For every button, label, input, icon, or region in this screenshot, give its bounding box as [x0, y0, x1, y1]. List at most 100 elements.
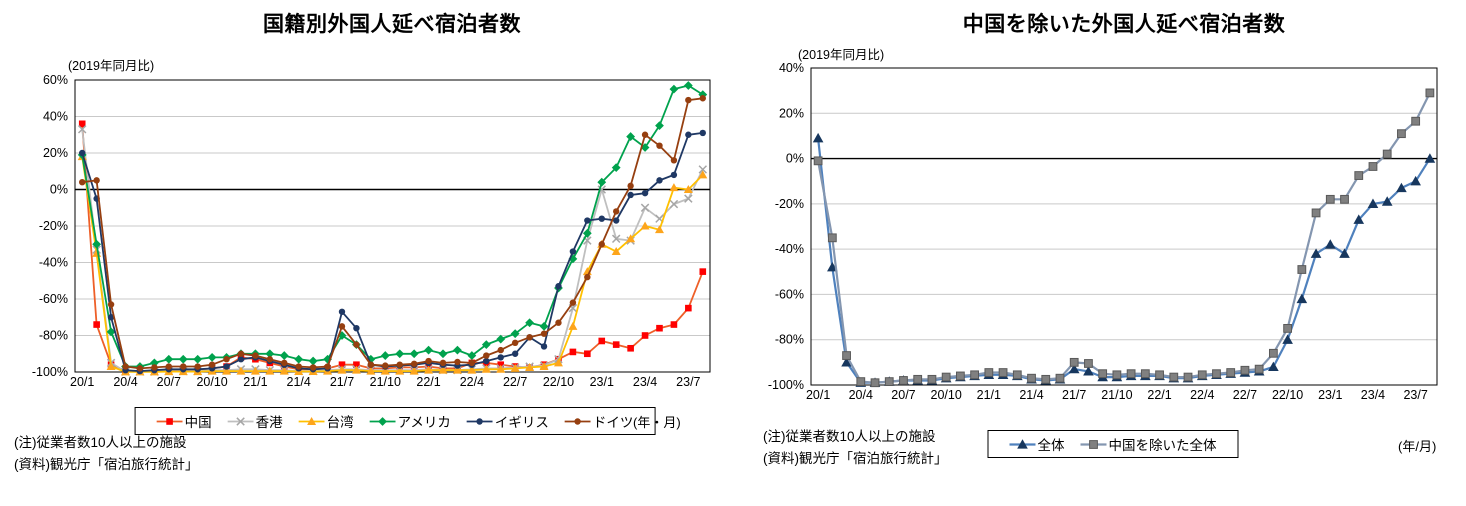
x-tick-label: 21/1: [243, 375, 267, 389]
series-marker: [122, 363, 129, 370]
legend-item-0: 全体: [1009, 434, 1065, 454]
series-marker: [425, 357, 432, 365]
legend-label: 香港: [255, 415, 283, 430]
series-marker: [467, 351, 477, 360]
series-marker: [685, 131, 692, 138]
series-marker: [337, 365, 347, 374]
x-tick-label: 22/10: [1272, 388, 1303, 402]
series-marker: [382, 362, 389, 369]
series-marker: [1027, 373, 1036, 383]
series-marker: [353, 341, 360, 348]
series-marker: [641, 131, 649, 138]
series-marker: [1297, 265, 1307, 274]
series-marker: [598, 241, 605, 248]
series-marker: [641, 189, 649, 197]
series-marker: [378, 416, 387, 426]
series-marker: [237, 350, 245, 357]
series-marker: [812, 132, 824, 143]
series-marker: [941, 372, 951, 382]
y-tick-label: 0%: [50, 183, 68, 197]
series-marker: [476, 417, 484, 425]
series-marker: [612, 208, 620, 215]
x-tick-label: 22/4: [460, 375, 484, 389]
series-marker: [669, 84, 679, 94]
series-marker: [827, 233, 837, 243]
y-tick-label: 0%: [786, 152, 804, 166]
series-marker: [309, 364, 317, 371]
series-marker: [1354, 171, 1364, 180]
series-marker: [454, 358, 461, 366]
series-marker: [337, 331, 347, 340]
series-marker: [236, 416, 245, 426]
series-marker: [584, 217, 591, 224]
series-marker: [955, 371, 965, 381]
series-marker: [511, 350, 519, 357]
x-tick-label: 20/10: [931, 388, 962, 402]
y-tick-label: -60%: [775, 287, 804, 301]
legend-marker-icon: [156, 417, 183, 425]
series-marker: [1069, 357, 1079, 367]
series-marker: [698, 165, 708, 174]
series-marker: [641, 332, 649, 339]
series-marker: [151, 364, 158, 371]
chart-right-section: 40% 20% 0% -20% -40% -60% -80% -100% 20/1 20/4 20/…: [760, 0, 1466, 506]
series-marker: [324, 363, 331, 370]
series-marker: [295, 363, 302, 370]
x-axis-unit: (年/月): [1398, 439, 1437, 454]
series-marker: [584, 350, 591, 358]
series-marker: [207, 353, 217, 362]
chart-legend: 中国 香港 台湾 アメリカ イギリス ドイツ: [134, 407, 656, 435]
series-marker: [266, 356, 274, 363]
legend-marker-icon: [466, 417, 493, 425]
series-marker: [483, 352, 490, 359]
series-marker: [77, 125, 87, 134]
series-marker: [627, 182, 634, 190]
legend-item-0: 中国: [156, 411, 212, 431]
x-tick-label: 22/4: [1190, 388, 1214, 402]
series-marker: [1424, 153, 1436, 163]
y-tick-label: 40%: [43, 110, 68, 124]
x-tick-label: 23/4: [633, 375, 657, 389]
series-marker: [1112, 370, 1122, 380]
series-marker: [338, 308, 346, 315]
series-marker: [281, 359, 288, 367]
series-marker: [1353, 214, 1365, 224]
series-marker: [683, 81, 693, 90]
series-marker: [279, 351, 289, 360]
legend-marker-icon: [227, 416, 254, 426]
x-tick-label: 23/7: [676, 375, 700, 389]
x-tick-label: 21/4: [1019, 388, 1043, 402]
series-marker: [555, 283, 562, 290]
y-tick-label: -40%: [39, 256, 68, 270]
line-chart-excluding-china: 40% 20% 0% -20% -40% -60% -80% -100%20/1 20/4 20/…: [768, 61, 1438, 402]
series-marker: [1411, 116, 1421, 126]
x-tick-label: 22/7: [503, 375, 527, 389]
series-marker: [1041, 374, 1051, 384]
x-tick-label: 21/7: [330, 375, 354, 389]
chart-left-section: 60% 40% 20% 0% -20% -40% -60% -80% -100% 20/1 20/4…: [14, 13, 711, 472]
series-marker: [149, 358, 159, 368]
series-marker: [597, 177, 607, 187]
y-tick-label: -20%: [39, 219, 68, 233]
series-marker: [136, 365, 144, 372]
series-marker: [396, 361, 403, 368]
series-marker: [467, 365, 477, 374]
x-tick-label: 20/1: [70, 375, 94, 389]
series-marker: [452, 365, 462, 374]
y-tick-label: -60%: [39, 292, 68, 306]
chart-title: 国籍別外国人延べ宿泊者数: [263, 13, 521, 36]
y-tick-label: -20%: [775, 197, 804, 211]
series-marker: [395, 366, 405, 375]
series-marker: [574, 417, 582, 425]
series-marker: [582, 228, 592, 238]
legend-item-1: 中国を除いた全体: [1080, 434, 1217, 454]
series-marker: [611, 163, 621, 172]
series-marker: [1283, 323, 1293, 333]
series-marker: [998, 368, 1008, 377]
series-marker: [236, 366, 246, 375]
legend-marker-icon: [369, 416, 396, 426]
series-marker: [627, 344, 634, 352]
series-marker: [366, 366, 376, 375]
series-marker: [1084, 359, 1093, 368]
series-marker: [180, 363, 187, 370]
